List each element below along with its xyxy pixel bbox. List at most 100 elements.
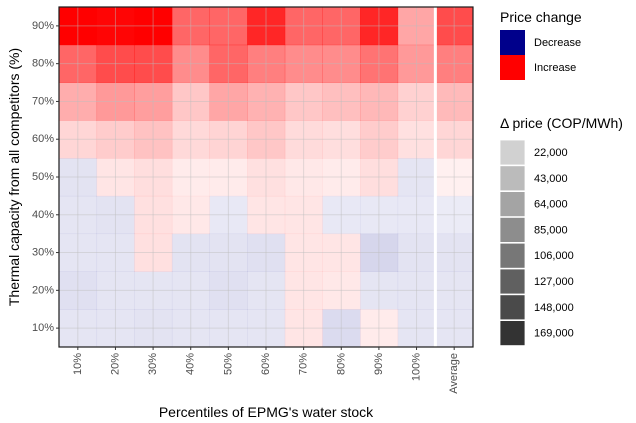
heatmap-cell: [322, 195, 361, 235]
heatmap-cell: [360, 271, 399, 310]
x-tick-label: 60%: [260, 353, 272, 375]
heatmap-cell: [59, 271, 98, 310]
y-tick-label: 90%: [32, 20, 54, 32]
heatmap-cell: [171, 44, 210, 83]
heatmap-cell: [397, 195, 436, 235]
heatmap-cell: [171, 309, 210, 348]
heatmap-cell: [59, 82, 98, 121]
heatmap-cell: [322, 82, 361, 121]
heatmap-cell: [134, 309, 173, 348]
legend-swatch: [499, 242, 526, 269]
legend-label: 127,000: [534, 276, 574, 288]
heatmap-cell: [247, 44, 286, 83]
heatmap-cell: [59, 195, 98, 235]
legend-label: 43,000: [534, 173, 568, 185]
heatmap-cell: [209, 120, 248, 159]
heatmap-cell: [360, 233, 399, 272]
delta-price-legend-title: Δ price (COP/MWh): [500, 115, 623, 131]
heatmap-cell: [134, 44, 173, 83]
heatmap-cell: [322, 44, 361, 83]
heatmap-cell: [322, 120, 361, 159]
heatmap-cell: [247, 82, 286, 121]
price-change-legend: Price change Decrease Increase: [500, 9, 582, 80]
y-tick-label: 40%: [32, 209, 54, 221]
legend-swatch: [499, 165, 526, 192]
heatmap-cell: [284, 44, 323, 83]
heatmap-cell: [322, 158, 361, 197]
heatmap-cell: [209, 158, 248, 197]
heatmap-cell: [96, 44, 135, 83]
heatmap-cell: [397, 44, 436, 83]
legend-label: Decrease: [534, 37, 581, 49]
heatmap-cell: [209, 195, 248, 235]
x-axis-title: Percentiles of EPMG's water stock: [159, 404, 374, 420]
heatmap-cell: [209, 309, 248, 348]
y-tick-label: 20%: [32, 284, 54, 296]
heatmap-cell: [59, 44, 98, 83]
heatmap-cell: [96, 233, 135, 272]
heatmap-cell: [360, 82, 399, 121]
heatmap-cell: [435, 195, 474, 235]
heatmap-cell: [171, 195, 210, 235]
heatmap-cell: [171, 233, 210, 272]
heatmap-cell: [134, 7, 173, 46]
legend-label: 169,000: [534, 328, 574, 340]
heatmap-cell: [435, 233, 474, 272]
heatmap-cell: [171, 120, 210, 159]
x-tick-label: 40%: [185, 353, 197, 375]
heatmap-cell: [209, 233, 248, 272]
heatmap-cell: [59, 233, 98, 272]
legend-label: 22,000: [534, 147, 568, 159]
y-tick-label: 80%: [32, 58, 54, 70]
heatmap-cell: [322, 271, 361, 310]
heatmap-cell: [247, 309, 286, 348]
legend-label: 85,000: [534, 224, 568, 236]
y-tick-label: 30%: [32, 247, 54, 259]
heatmap-cell: [397, 158, 436, 197]
heatmap-cell: [247, 120, 286, 159]
legend-swatch: [499, 320, 526, 347]
heatmap-cell: [284, 7, 323, 46]
x-tick-label: 20%: [109, 353, 121, 375]
heatmap-cell: [96, 7, 135, 46]
x-tick-label: 100%: [411, 353, 423, 381]
heatmap-cell: [171, 271, 210, 310]
heatmap-cell: [209, 82, 248, 121]
heatmap-cells: [59, 7, 474, 348]
heatmap-cell: [284, 120, 323, 159]
heatmap-cell: [59, 7, 98, 46]
heatmap-cell: [435, 44, 474, 83]
x-tick-label: 30%: [147, 353, 159, 375]
heatmap-cell: [134, 158, 173, 197]
heatmap-cell: [360, 195, 399, 235]
heatmap-cell: [284, 82, 323, 121]
heatmap-cell: [397, 82, 436, 121]
heatmap-cell: [134, 271, 173, 310]
heatmap-cell: [284, 195, 323, 235]
legend-label: 148,000: [534, 302, 574, 314]
heatmap-cell: [284, 233, 323, 272]
price-change-legend-title: Price change: [500, 9, 582, 25]
heatmap-cell: [171, 7, 210, 46]
heatmap-cell: [284, 271, 323, 310]
y-tick-label: 70%: [32, 95, 54, 107]
x-axis-ticks: 10% 20% 30% 40% 50% 60% 70% 80% 90% 100% Average: [72, 347, 460, 394]
heatmap-cell: [435, 309, 474, 348]
legend-swatch: [499, 268, 526, 295]
heatmap-cell: [209, 7, 248, 46]
heatmap-cell: [134, 233, 173, 272]
heatmap-cell: [435, 158, 474, 197]
y-axis-ticks: 10% 20% 30% 40% 50% 60% 70% 80% 90%: [32, 20, 59, 334]
heatmap-cell: [435, 82, 474, 121]
legend-label: 64,000: [534, 199, 568, 211]
y-axis-title: Thermal capacity from all competitors (%…: [6, 48, 22, 306]
heatmap-cell: [435, 271, 474, 310]
heatmap-cell: [397, 271, 436, 310]
x-tick-label: 90%: [373, 353, 385, 375]
legend-label: Increase: [534, 62, 576, 74]
legend-swatch: [499, 216, 526, 243]
x-tick-label: Average: [448, 353, 460, 394]
legend-swatch: [499, 191, 526, 218]
heatmap-cell: [134, 82, 173, 121]
